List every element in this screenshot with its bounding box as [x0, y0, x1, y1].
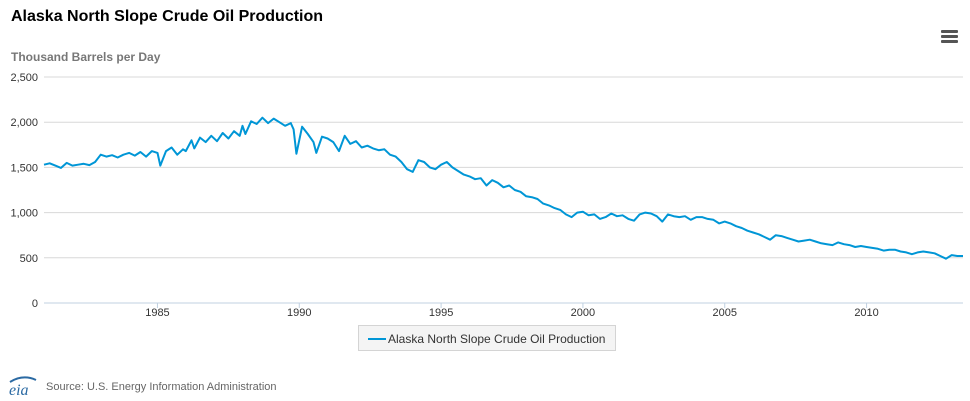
source-text: Source: U.S. Energy Information Administ…: [46, 381, 277, 393]
y-tick-label: 2,000: [10, 117, 38, 129]
y-axis-title: Thousand Barrels per Day: [11, 50, 161, 64]
gridlines: [44, 76, 963, 259]
y-tick-label: 0: [32, 298, 38, 310]
x-tick-label: 2000: [571, 307, 595, 319]
menu-bar: [941, 35, 958, 38]
y-axis-ticks: 0 500 1,000 1,500 2,000 2,500: [10, 72, 38, 310]
legend-swatch: [368, 338, 386, 340]
y-tick-label: 2,500: [10, 72, 38, 84]
series-line[interactable]: [43, 116, 963, 260]
legend-item[interactable]: Alaska North Slope Crude Oil Production: [358, 325, 616, 351]
menu-bar: [941, 40, 958, 43]
footer: eia Source: U.S. Energy Information Admi…: [0, 372, 400, 400]
x-tick-label: 2005: [712, 307, 736, 319]
legend-label: Alaska North Slope Crude Oil Production: [388, 332, 606, 346]
x-tick-label: 1995: [429, 307, 453, 319]
eia-logo-icon: eia: [9, 376, 37, 398]
x-tick-label: 2010: [854, 307, 878, 319]
x-tick-label: 1990: [287, 307, 311, 319]
menu-bar: [941, 30, 958, 33]
hamburger-menu-icon[interactable]: [938, 28, 962, 48]
logo-text: eia: [9, 382, 29, 398]
x-tick-label: 1985: [145, 307, 169, 319]
y-tick-label: 500: [20, 253, 38, 265]
x-axis-ticks: 1985 1990 1995 2000 2005 2010: [145, 303, 879, 319]
line-chart: 0 500 1,000 1,500 2,000 2,500 1985 1990 1995 200…: [10, 72, 963, 319]
chart-title: Alaska North Slope Crude Oil Production: [11, 8, 324, 25]
y-tick-label: 1,500: [10, 162, 38, 174]
y-tick-label: 1,000: [10, 208, 38, 220]
